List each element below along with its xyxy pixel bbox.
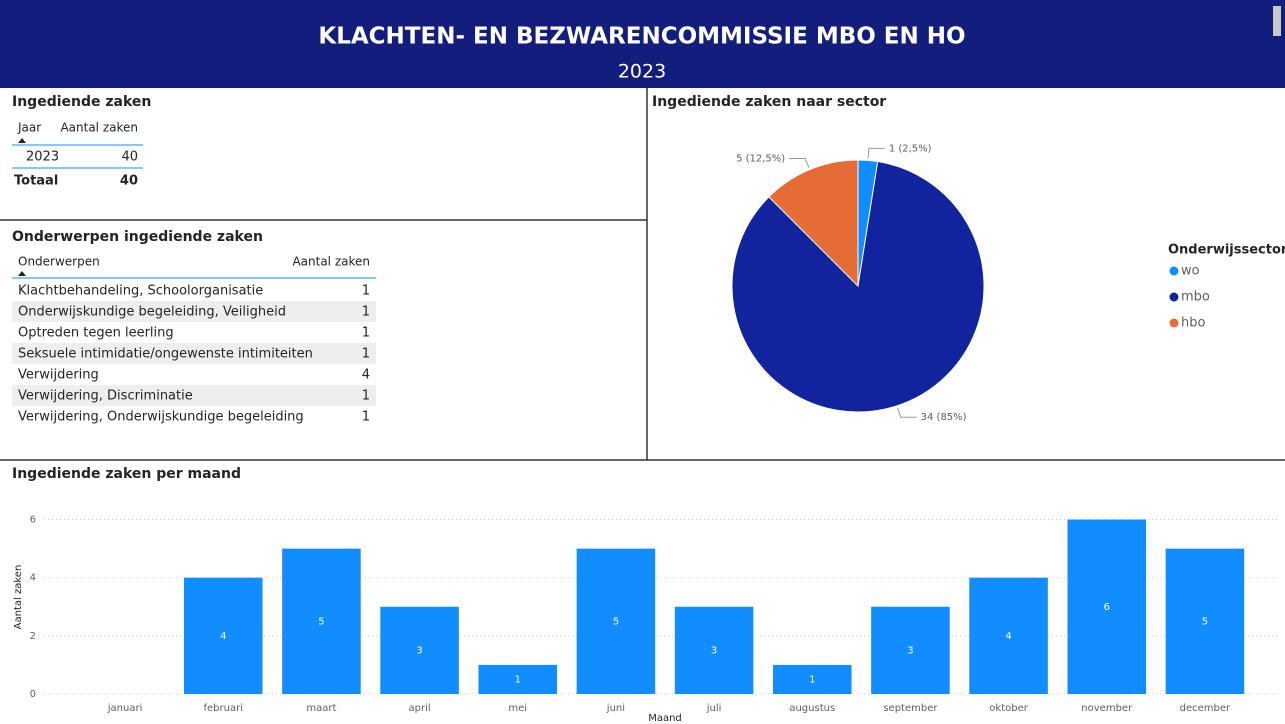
x-tick-label: juni <box>606 703 625 714</box>
cell: 1 <box>362 410 370 425</box>
sort-icon <box>18 138 26 143</box>
leader-line <box>789 158 810 168</box>
x-tick-label: mei <box>508 703 527 714</box>
bar <box>1165 548 1245 694</box>
page-title: KLACHTEN- EN BEZWARENCOMMISSIE MBO EN HO <box>318 24 965 50</box>
header-bar <box>0 0 1285 88</box>
bar <box>1067 519 1147 694</box>
y-tick-label: 0 <box>30 689 36 700</box>
leader-line <box>867 147 885 159</box>
data-label: 4 <box>1005 631 1011 642</box>
data-label: 5 <box>1202 616 1208 627</box>
x-tick-label: juli <box>706 703 722 714</box>
panel-title: Ingediende zaken naar sector <box>652 94 886 110</box>
legend-label: mbo <box>1181 290 1210 305</box>
bar <box>478 664 558 694</box>
data-label: 4 <box>220 631 226 642</box>
bar <box>576 548 656 694</box>
cell: Klachtbehandeling, Schoolorganisatie <box>18 284 263 299</box>
bar <box>380 606 459 694</box>
bar <box>674 606 754 694</box>
row-background <box>12 385 376 406</box>
data-label: 5 (12,5%) <box>736 154 785 165</box>
legend-label: wo <box>1181 264 1200 279</box>
bar <box>772 664 852 694</box>
column-header[interactable]: Aantal zaken <box>292 255 370 269</box>
x-tick-label: januari <box>107 703 143 714</box>
data-label: 1 (2,5%) <box>889 143 932 154</box>
sort-icon <box>18 271 26 276</box>
y-tick-label: 2 <box>30 631 36 642</box>
column-header[interactable]: Aantal zaken <box>60 121 138 135</box>
legend-label: hbo <box>1181 316 1205 331</box>
data-label: 3 <box>907 645 913 656</box>
x-tick-label: februari <box>204 703 244 714</box>
data-label: 5 <box>318 616 324 627</box>
page-subtitle: 2023 <box>618 61 666 83</box>
panel-title: Ingediende zaken <box>12 94 151 110</box>
legend-marker <box>1169 266 1179 276</box>
cell: Seksuele intimidatie/ongewenste intimite… <box>18 347 313 362</box>
data-label: 6 <box>1104 602 1110 613</box>
bar <box>282 548 361 694</box>
panel-title: Ingediende zaken per maand <box>12 466 241 482</box>
data-label: 5 <box>613 616 619 627</box>
row-background <box>12 301 376 322</box>
cell: Verwijdering, Discriminatie <box>18 389 193 404</box>
x-tick-label: november <box>1081 703 1133 714</box>
x-axis-label: Maand <box>648 713 682 724</box>
cell: Optreden tegen leerling <box>18 326 174 341</box>
x-tick-label: augustus <box>789 703 835 714</box>
data-label: 1 <box>809 674 815 685</box>
legend-title: Onderwijssector <box>1168 243 1285 258</box>
legend-marker <box>1169 318 1179 328</box>
data-label: 3 <box>711 645 717 656</box>
cell: Verwijdering, Onderwijskundige begeleidi… <box>18 410 304 425</box>
bar <box>183 577 263 694</box>
column-header[interactable]: Onderwerpen <box>18 255 100 269</box>
panel-title: Onderwerpen ingediende zaken <box>12 229 263 245</box>
cell: Verwijdering <box>18 368 99 383</box>
y-tick-label: 4 <box>30 573 36 584</box>
total-value: 40 <box>120 174 138 189</box>
cell: Onderwijskundige begeleiding, Veiligheid <box>18 305 286 320</box>
cell: 1 <box>362 389 370 404</box>
x-tick-label: december <box>1180 703 1231 714</box>
x-tick-label: oktober <box>989 703 1028 714</box>
y-axis-label: Aantal zaken <box>13 565 24 630</box>
leader-line <box>897 407 917 418</box>
cell: 40 <box>121 150 138 165</box>
cell: 2023 <box>26 150 59 165</box>
pie-slice <box>731 160 985 413</box>
data-label: 34 (85%) <box>921 412 967 423</box>
data-label: 1 <box>515 674 521 685</box>
x-tick-label: april <box>409 703 431 714</box>
total-label: Totaal <box>14 174 58 189</box>
legend-marker <box>1169 292 1179 302</box>
cell: 1 <box>362 326 370 341</box>
row-background <box>12 343 376 364</box>
scrollbar[interactable] <box>1273 6 1281 36</box>
data-label: 3 <box>416 645 422 656</box>
cell: 1 <box>362 284 370 299</box>
x-tick-label: september <box>883 703 938 714</box>
y-tick-label: 6 <box>30 515 36 526</box>
pie-slice <box>768 159 859 288</box>
cell: 1 <box>362 347 370 362</box>
bar <box>969 577 1048 694</box>
cell: 1 <box>362 305 370 320</box>
column-header[interactable]: Jaar <box>17 121 41 135</box>
cell: 4 <box>362 368 370 383</box>
panel-borders <box>0 88 1285 461</box>
x-tick-label: maart <box>306 703 336 714</box>
bar <box>871 606 950 694</box>
